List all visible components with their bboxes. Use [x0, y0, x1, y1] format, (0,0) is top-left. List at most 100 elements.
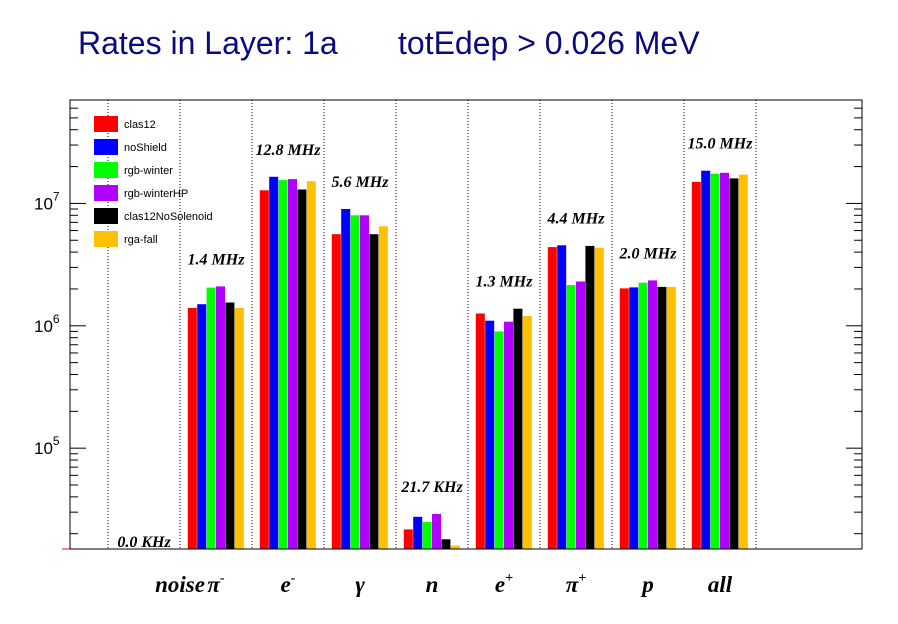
x-category-base: noise	[155, 572, 205, 597]
bar-rgb-winterHP	[360, 215, 369, 550]
x-category-label: e-	[281, 571, 296, 597]
bar-rgb-winterHP	[648, 280, 657, 549]
x-category-label: e+	[495, 571, 513, 597]
bar-rgb-winter	[494, 331, 504, 549]
y-tick-base: 10	[34, 317, 53, 336]
bar-rga-fall	[234, 307, 244, 549]
bar-rgb-winter	[350, 215, 360, 550]
x-category-base: π	[566, 572, 580, 597]
bar-rga-fall	[666, 286, 676, 549]
bar-clas12	[259, 190, 269, 550]
bar-clas12NoSolenoid	[441, 539, 451, 549]
bar-clas12	[331, 234, 341, 549]
y-tick-label: 106	[34, 312, 60, 336]
legend-label: noShield	[124, 142, 167, 154]
x-category-base: e	[495, 572, 505, 597]
y-tick-base: 10	[34, 439, 53, 458]
x-category-base: γ	[355, 572, 365, 597]
x-category-label: n	[426, 572, 439, 597]
rate-label: 5.6 MHz	[332, 174, 390, 191]
legend-swatch-clas12	[94, 116, 118, 132]
y-tick-exponent: 6	[53, 312, 60, 326]
bar-rga-fall	[594, 247, 604, 549]
bar-rgb-winterHP	[216, 286, 225, 549]
y-tick-exponent: 7	[53, 189, 60, 203]
bar-rga-fall	[522, 316, 532, 549]
bar-rga-fall	[378, 226, 388, 550]
rate-label: 15.0 MHz	[688, 136, 754, 153]
bar-noShield	[701, 170, 711, 549]
rate-label: 1.4 MHz	[188, 251, 246, 268]
x-category-base: e	[281, 572, 291, 597]
rate-label: 21.7 KHz	[400, 479, 463, 496]
bar-noShield	[557, 245, 567, 550]
bar-rgb-winter	[278, 180, 288, 549]
bar-rga-fall	[306, 181, 316, 549]
legend-label: rgb-winter	[124, 165, 173, 177]
bar-rgb-winterHP	[720, 172, 729, 550]
bar-clas12NoSolenoid	[225, 302, 235, 549]
x-category-label: γ	[355, 572, 365, 597]
x-category-sup: -	[291, 571, 296, 586]
rate-label: 12.8 MHz	[256, 142, 322, 159]
legend-swatch-rgb-winter	[94, 162, 118, 178]
bar-rga-fall	[450, 545, 460, 549]
x-category-base: p	[640, 572, 654, 597]
x-category-sup: +	[578, 571, 586, 586]
bar-clas12NoSolenoid	[297, 189, 307, 549]
bar-noShield	[341, 209, 351, 549]
bar-rgb-winterHP	[504, 321, 513, 549]
legend-swatch-rga-fall	[94, 231, 118, 247]
bar-noShield	[485, 320, 495, 549]
y-tick-label: 107	[34, 189, 60, 213]
x-category-base: π	[207, 572, 221, 597]
bar-clas12	[475, 313, 485, 549]
bar-rgb-winter	[422, 521, 432, 549]
x-category-sup: +	[505, 571, 513, 586]
bar-rgb-winter	[638, 282, 648, 549]
chart-title-left: Rates in Layer: 1a	[78, 25, 338, 61]
bar-clas12	[187, 307, 197, 549]
legend-label: clas12NoSolenoid	[124, 211, 213, 223]
legend-label: clas12	[124, 119, 156, 131]
x-category-label: noise	[155, 572, 205, 597]
bar-rgb-winter	[566, 285, 576, 549]
bar-clas12NoSolenoid	[513, 308, 523, 549]
rate-label: 2.0 MHz	[619, 245, 678, 262]
x-category-label: π+	[566, 571, 587, 597]
bar-clas12NoSolenoid	[729, 178, 739, 549]
x-category-label: all	[708, 572, 733, 597]
legend-label: rga-fall	[124, 234, 158, 246]
bar-rgb-winterHP	[576, 281, 585, 549]
y-tick-base: 10	[34, 194, 53, 213]
bar-clas12	[547, 247, 557, 549]
bar-clas12NoSolenoid	[585, 245, 595, 549]
x-category-label: p	[640, 572, 654, 597]
bar-clas12	[619, 288, 629, 549]
legend-label: rgb-winterHP	[124, 188, 188, 200]
bar-rgb-winter	[710, 173, 720, 549]
legend-swatch-clas12NoSolenoid	[94, 208, 118, 224]
x-category-label: π-	[207, 571, 225, 597]
x-category-base: n	[426, 572, 439, 597]
bar-rga-fall	[738, 174, 748, 549]
bar-clas12	[691, 181, 701, 549]
bar-clas12NoSolenoid	[369, 234, 379, 549]
legend-swatch-noShield	[94, 139, 118, 155]
rate-label: 4.4 MHz	[547, 210, 606, 227]
y-tick-label: 105	[34, 434, 60, 458]
bar-noShield	[629, 287, 639, 549]
chart-title-right: totEdep > 0.026 MeV	[398, 25, 700, 61]
x-category-base: all	[708, 572, 733, 597]
x-category-sup: -	[220, 571, 225, 586]
bar-clas12NoSolenoid	[657, 286, 667, 549]
bar-noShield	[269, 176, 279, 550]
y-tick-exponent: 5	[53, 434, 60, 448]
bar-noShield	[197, 304, 207, 549]
plot-frame	[69, 99, 863, 550]
bar-clas12	[403, 529, 413, 549]
bar-rgb-winterHP	[288, 179, 297, 549]
rate-label: 1.3 MHz	[476, 274, 534, 291]
legend-swatch-rgb-winterHP	[94, 185, 118, 201]
